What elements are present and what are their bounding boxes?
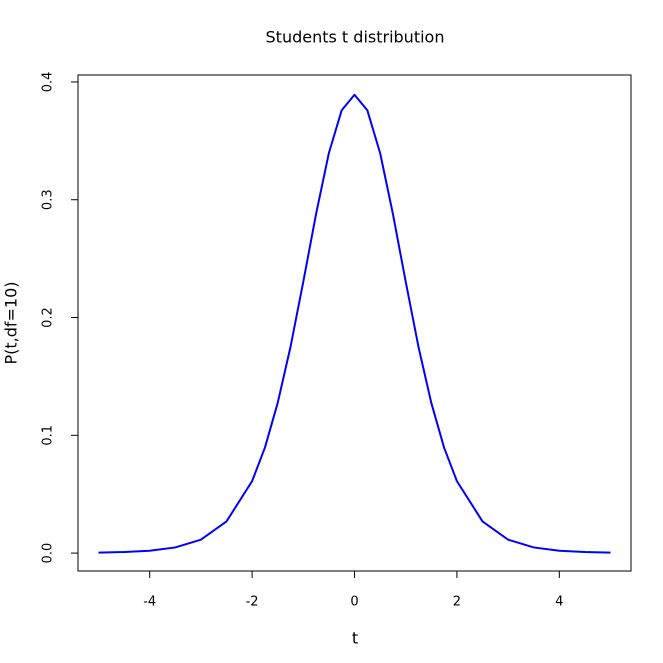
- y-tick-label: 0.3: [41, 189, 56, 210]
- y-axis-label: P(t,df=10): [2, 281, 21, 364]
- x-tick-label: 2: [453, 595, 461, 610]
- x-tick-label: 0: [350, 595, 358, 610]
- x-tick-label: -4: [143, 595, 156, 610]
- y-tick-label: 0.1: [41, 425, 56, 446]
- line-series: [98, 93, 611, 554]
- y-tick-label: 0.0: [41, 543, 56, 564]
- x-tick-label: 4: [555, 595, 563, 610]
- y-tick-label: 0.2: [41, 307, 56, 328]
- x-tick-label: -2: [246, 595, 259, 610]
- chart-title: Students t distribution: [266, 28, 445, 47]
- x-axis-label: t: [352, 629, 358, 648]
- y-tick-label: 0.4: [41, 72, 56, 93]
